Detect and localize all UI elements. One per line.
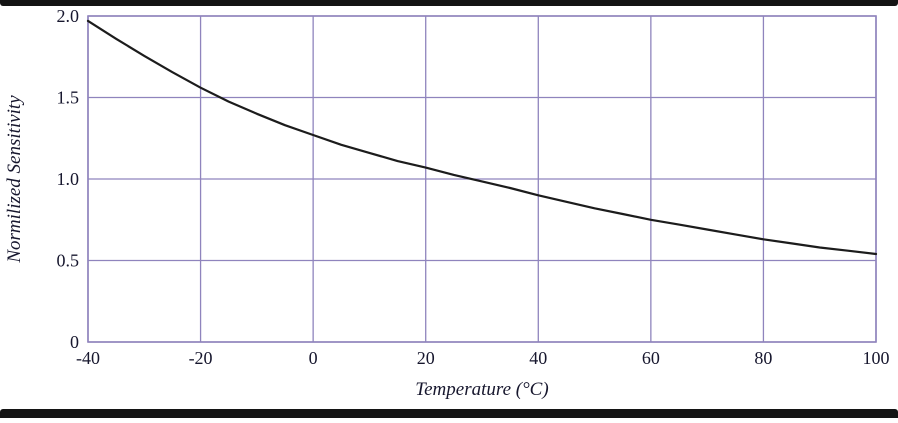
x-tick-label: 20 xyxy=(417,348,435,368)
y-tick-label: 0 xyxy=(70,332,79,352)
screenshot-top-border xyxy=(0,0,898,6)
x-axis-title: Temperature (°C) xyxy=(415,379,548,400)
y-tick-label: 1.0 xyxy=(57,169,80,189)
x-tick-label: 40 xyxy=(529,348,547,368)
plot-frame xyxy=(87,15,877,343)
x-tick-label: 80 xyxy=(754,348,772,368)
x-tick-label: -40 xyxy=(76,348,100,368)
series-line-normalized-sensitivity xyxy=(86,19,878,256)
y-axis-title: Normilized Sensitivity xyxy=(4,95,25,264)
y-tick-label: 1.5 xyxy=(57,88,80,108)
y-tick-label: 0.5 xyxy=(57,251,80,271)
x-tick-label: 0 xyxy=(309,348,318,368)
x-tick-label: -20 xyxy=(189,348,213,368)
screenshot-bottom-border xyxy=(0,409,898,418)
y-tick-label: 2.0 xyxy=(57,6,80,26)
x-tick-label: 60 xyxy=(642,348,660,368)
x-tick-label: 100 xyxy=(863,348,890,368)
